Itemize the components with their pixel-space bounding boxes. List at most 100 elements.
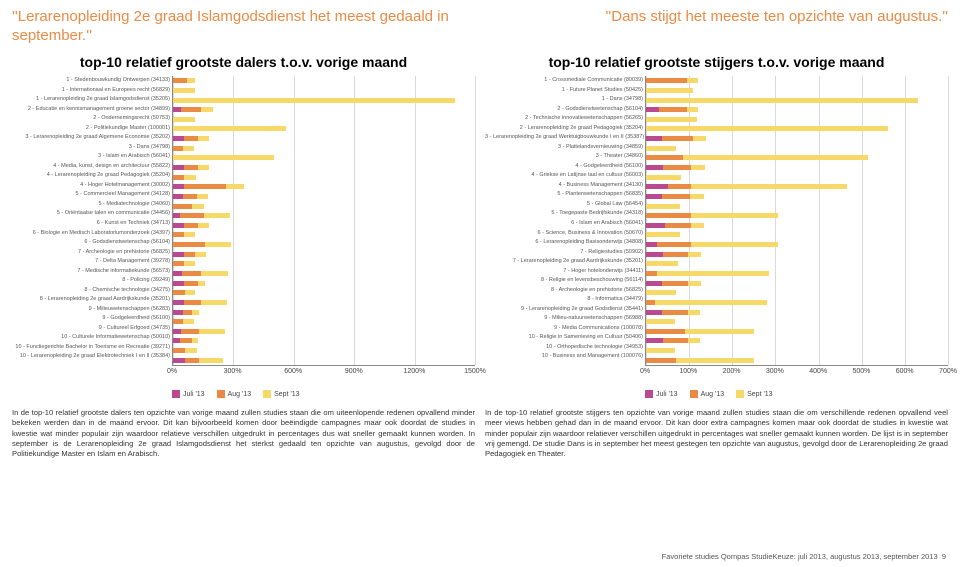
bar-segment: [646, 78, 687, 83]
bar-segment: [646, 184, 668, 189]
bar-segment: [192, 338, 198, 343]
bar-segment: [173, 146, 183, 151]
bar-segment: [173, 300, 184, 305]
bar-row: [646, 163, 948, 173]
bar-segment: [173, 213, 180, 218]
bar-segment: [185, 358, 199, 363]
bar-row: [646, 143, 948, 153]
bar-segment: [173, 175, 184, 180]
bar-segment: [173, 271, 182, 276]
legend-item: Juli '13: [645, 390, 678, 398]
bar-row: [646, 355, 948, 365]
bar-segment: [173, 194, 183, 199]
bar-row: [173, 86, 475, 96]
x-tick-label: 300%: [224, 368, 242, 375]
bar-row: [646, 192, 948, 202]
bar-segment: [646, 98, 918, 103]
bar-segment: [657, 242, 692, 247]
bar-segment: [173, 223, 184, 228]
bar-segment: [646, 117, 697, 122]
bar-segment: [662, 194, 690, 199]
bar-segment: [226, 184, 244, 189]
bar-segment: [197, 194, 208, 199]
category-label: 1 - Crossmediale Communicatie (80039): [485, 78, 643, 87]
bar-row: [173, 346, 475, 356]
legend-label: Juli '13: [656, 391, 678, 398]
gridline: [475, 76, 476, 365]
bar-segment: [173, 155, 274, 160]
bar-segment: [195, 252, 206, 257]
bar-segment: [646, 271, 657, 276]
bar-segment: [655, 300, 767, 305]
left-chart: 1 - Stedenbouwkundig Ontwerpen (34133)1 …: [12, 76, 475, 366]
bar-row: [173, 143, 475, 153]
bar-segment: [184, 281, 198, 286]
bar-row: [173, 307, 475, 317]
bar-row: [173, 230, 475, 240]
bar-segment: [173, 290, 185, 295]
x-tick-label: 1500%: [464, 368, 486, 375]
bar-segment: [173, 348, 185, 353]
bar-segment: [185, 290, 195, 295]
bar-segment: [691, 184, 846, 189]
bar-row: [646, 269, 948, 279]
bar-segment: [201, 271, 228, 276]
bar-segment: [688, 252, 701, 257]
bar-segment: [646, 310, 662, 315]
legend-swatch: [172, 390, 180, 398]
bar-row: [173, 153, 475, 163]
bar-segment: [659, 107, 687, 112]
bar-segment: [646, 126, 888, 131]
bar-segment: [688, 338, 700, 343]
bar-segment: [685, 329, 754, 334]
x-tick-label: 400%: [809, 368, 827, 375]
bar-row: [173, 221, 475, 231]
bar-segment: [663, 252, 688, 257]
bar-row: [646, 288, 948, 298]
bar-segment: [173, 184, 184, 189]
bar-segment: [173, 88, 195, 93]
bar-segment: [665, 223, 691, 228]
bar-row: [646, 134, 948, 144]
bar-segment: [192, 204, 204, 209]
bar-segment: [173, 338, 180, 343]
bar-row: [646, 249, 948, 259]
legend-label: Aug '13: [701, 391, 725, 398]
category-label: 6 - Kunst en Techniek (34713): [12, 221, 170, 230]
bar-segment: [690, 194, 704, 199]
category-label: 10 - Business and Management (100076): [485, 354, 643, 363]
bar-segment: [662, 281, 688, 286]
bar-row: [173, 336, 475, 346]
bar-segment: [646, 290, 676, 295]
bar-segment: [646, 107, 659, 112]
bar-segment: [691, 213, 777, 218]
bar-segment: [173, 329, 181, 334]
bar-row: [646, 86, 948, 96]
bar-segment: [184, 223, 198, 228]
bar-row: [646, 336, 948, 346]
bar-segment: [646, 155, 683, 160]
bar-row: [173, 259, 475, 269]
bar-segment: [184, 300, 201, 305]
bar-segment: [187, 78, 195, 83]
bar-segment: [646, 175, 681, 180]
bar-segment: [199, 329, 225, 334]
bar-segment: [181, 329, 199, 334]
bar-row: [646, 211, 948, 221]
bar-row: [173, 298, 475, 308]
legend-item: Aug '13: [690, 390, 725, 398]
x-tick-label: 500%: [852, 368, 870, 375]
bar-row: [173, 134, 475, 144]
bar-segment: [646, 338, 663, 343]
bar-row: [173, 211, 475, 221]
bar-segment: [204, 213, 230, 218]
bar-segment: [646, 213, 691, 218]
bar-segment: [198, 136, 209, 141]
bar-segment: [693, 136, 707, 141]
bar-segment: [646, 232, 680, 237]
bar-segment: [646, 242, 657, 247]
bar-segment: [646, 252, 663, 257]
legend-item: Sept '13: [263, 390, 299, 398]
category-label: 3 - Lerarenopleiding 2e graad Algemene E…: [12, 135, 170, 144]
bar-row: [646, 278, 948, 288]
